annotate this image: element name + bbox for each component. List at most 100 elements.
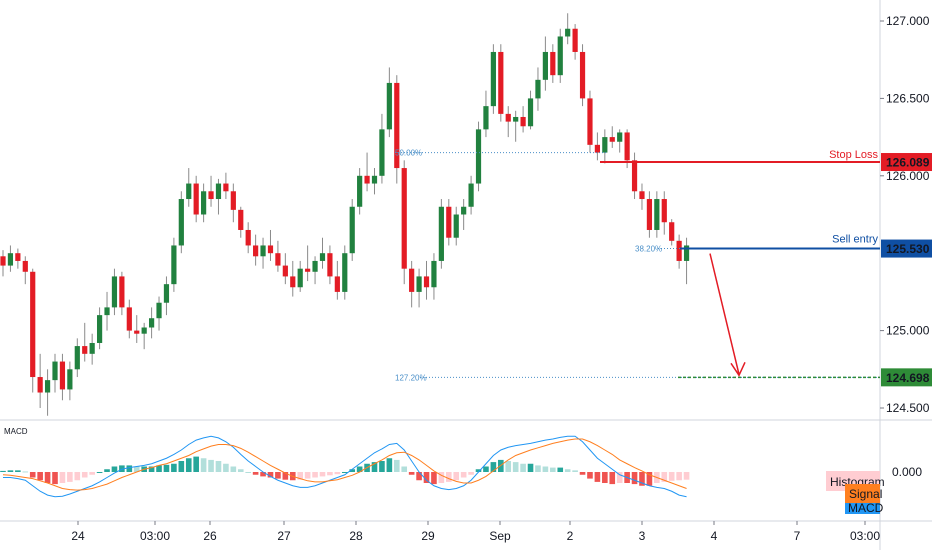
macd-histogram-bar xyxy=(133,466,140,472)
candle-body xyxy=(186,183,192,200)
candle xyxy=(96,307,103,350)
candle xyxy=(654,191,660,238)
candle-body xyxy=(490,51,496,107)
macd-histogram-bar xyxy=(371,462,378,472)
time-tick-label: 3 xyxy=(639,529,646,543)
macd-histogram-bar xyxy=(349,469,356,472)
candle-body xyxy=(587,98,593,145)
macd-histogram-bar xyxy=(15,470,21,472)
macd-histogram-bar xyxy=(260,472,266,477)
macd-histogram-bar xyxy=(661,472,668,482)
candle xyxy=(134,315,140,343)
candle xyxy=(468,175,474,215)
macd-histogram-bar xyxy=(126,465,133,472)
candle xyxy=(342,245,348,300)
candle xyxy=(15,248,21,269)
candle-body xyxy=(149,318,155,328)
candle-body xyxy=(498,51,504,114)
candle-body xyxy=(669,222,675,241)
macd-histogram-bar xyxy=(505,461,512,472)
candle xyxy=(617,129,623,153)
candle-body xyxy=(550,51,556,76)
candle-body xyxy=(535,79,541,99)
candle-body xyxy=(631,160,638,192)
macd-histogram-bar xyxy=(490,462,497,472)
macd-histogram-bar xyxy=(468,472,474,475)
price-tick-label: 126.500 xyxy=(886,91,930,105)
candle xyxy=(163,276,170,316)
macd-histogram-bar xyxy=(163,464,170,472)
candle xyxy=(513,110,519,142)
candle xyxy=(535,67,541,111)
candle-body xyxy=(30,271,36,378)
macd-histogram-bar xyxy=(587,472,593,479)
candle-body xyxy=(386,82,392,130)
macd-histogram-bar xyxy=(512,462,519,472)
candle-body xyxy=(141,327,147,334)
time-tick-label: 27 xyxy=(277,529,291,543)
macd-histogram-bar xyxy=(319,472,326,477)
macd-histogram-bar xyxy=(579,472,586,475)
candle xyxy=(490,44,496,114)
candle xyxy=(82,322,88,362)
candle-body xyxy=(371,175,378,184)
macd-histogram-bar xyxy=(193,456,199,472)
stop-loss-price-value: 126.089 xyxy=(886,156,930,170)
candle xyxy=(587,90,593,153)
macd-histogram-bar xyxy=(639,472,645,486)
sell-entry-label: Sell entry xyxy=(832,234,878,246)
candle-body xyxy=(89,342,95,354)
candle-body xyxy=(683,245,690,261)
macd-histogram-bar xyxy=(297,472,303,480)
macd-histogram-bar xyxy=(602,472,608,483)
candle-body xyxy=(579,51,586,99)
macd-histogram-bar xyxy=(7,470,14,472)
macd-histogram-bar xyxy=(223,463,229,472)
candle xyxy=(193,175,199,223)
candle-body xyxy=(431,260,437,288)
candle xyxy=(446,199,452,246)
candle-body xyxy=(178,199,184,246)
candle xyxy=(186,168,192,207)
macd-histogram-bar xyxy=(535,465,541,472)
macd-histogram-bar xyxy=(527,463,534,472)
candle xyxy=(409,260,415,308)
candle-body xyxy=(327,253,333,277)
macd-histogram-bar xyxy=(22,471,29,473)
candle-body xyxy=(475,129,482,184)
candle-body xyxy=(527,98,534,127)
price-axis[interactable]: 127.000 126.500 126.000 125.000 124.500 126.0… xyxy=(880,14,932,479)
candle xyxy=(89,333,95,365)
candle xyxy=(498,44,504,122)
candle xyxy=(416,268,422,308)
candle-body xyxy=(513,116,519,122)
candle-body xyxy=(602,137,608,153)
macd-histogram-bar xyxy=(230,466,237,472)
candle-body xyxy=(416,276,422,292)
macd-histogram-bar xyxy=(356,466,363,472)
projection-arrow-head xyxy=(730,362,746,377)
candle xyxy=(609,126,615,148)
candle xyxy=(74,338,80,378)
candle-body xyxy=(15,253,21,261)
projection-arrow xyxy=(709,253,740,375)
candle-body xyxy=(379,129,385,176)
candle xyxy=(126,299,132,339)
candle-body xyxy=(163,284,170,303)
candle xyxy=(669,219,675,246)
candle-body xyxy=(193,183,199,215)
candle xyxy=(290,260,296,297)
candle-body xyxy=(609,137,615,142)
candle xyxy=(401,160,407,285)
signal-legend-box xyxy=(845,484,880,503)
candle xyxy=(282,253,288,285)
candle-body xyxy=(654,199,660,230)
time-axis[interactable]: 24 03:00 26 27 28 29 Sep 2 3 4 7 03:00 xyxy=(71,521,880,543)
time-tick-label: 24 xyxy=(71,529,85,543)
signal-line xyxy=(2,438,687,491)
macd-histogram-bar xyxy=(341,472,348,473)
fibonacci-levels: 50.00% 38.20% 127.20% xyxy=(395,149,880,382)
candle xyxy=(438,199,444,269)
macd-histogram-bar xyxy=(668,472,675,481)
